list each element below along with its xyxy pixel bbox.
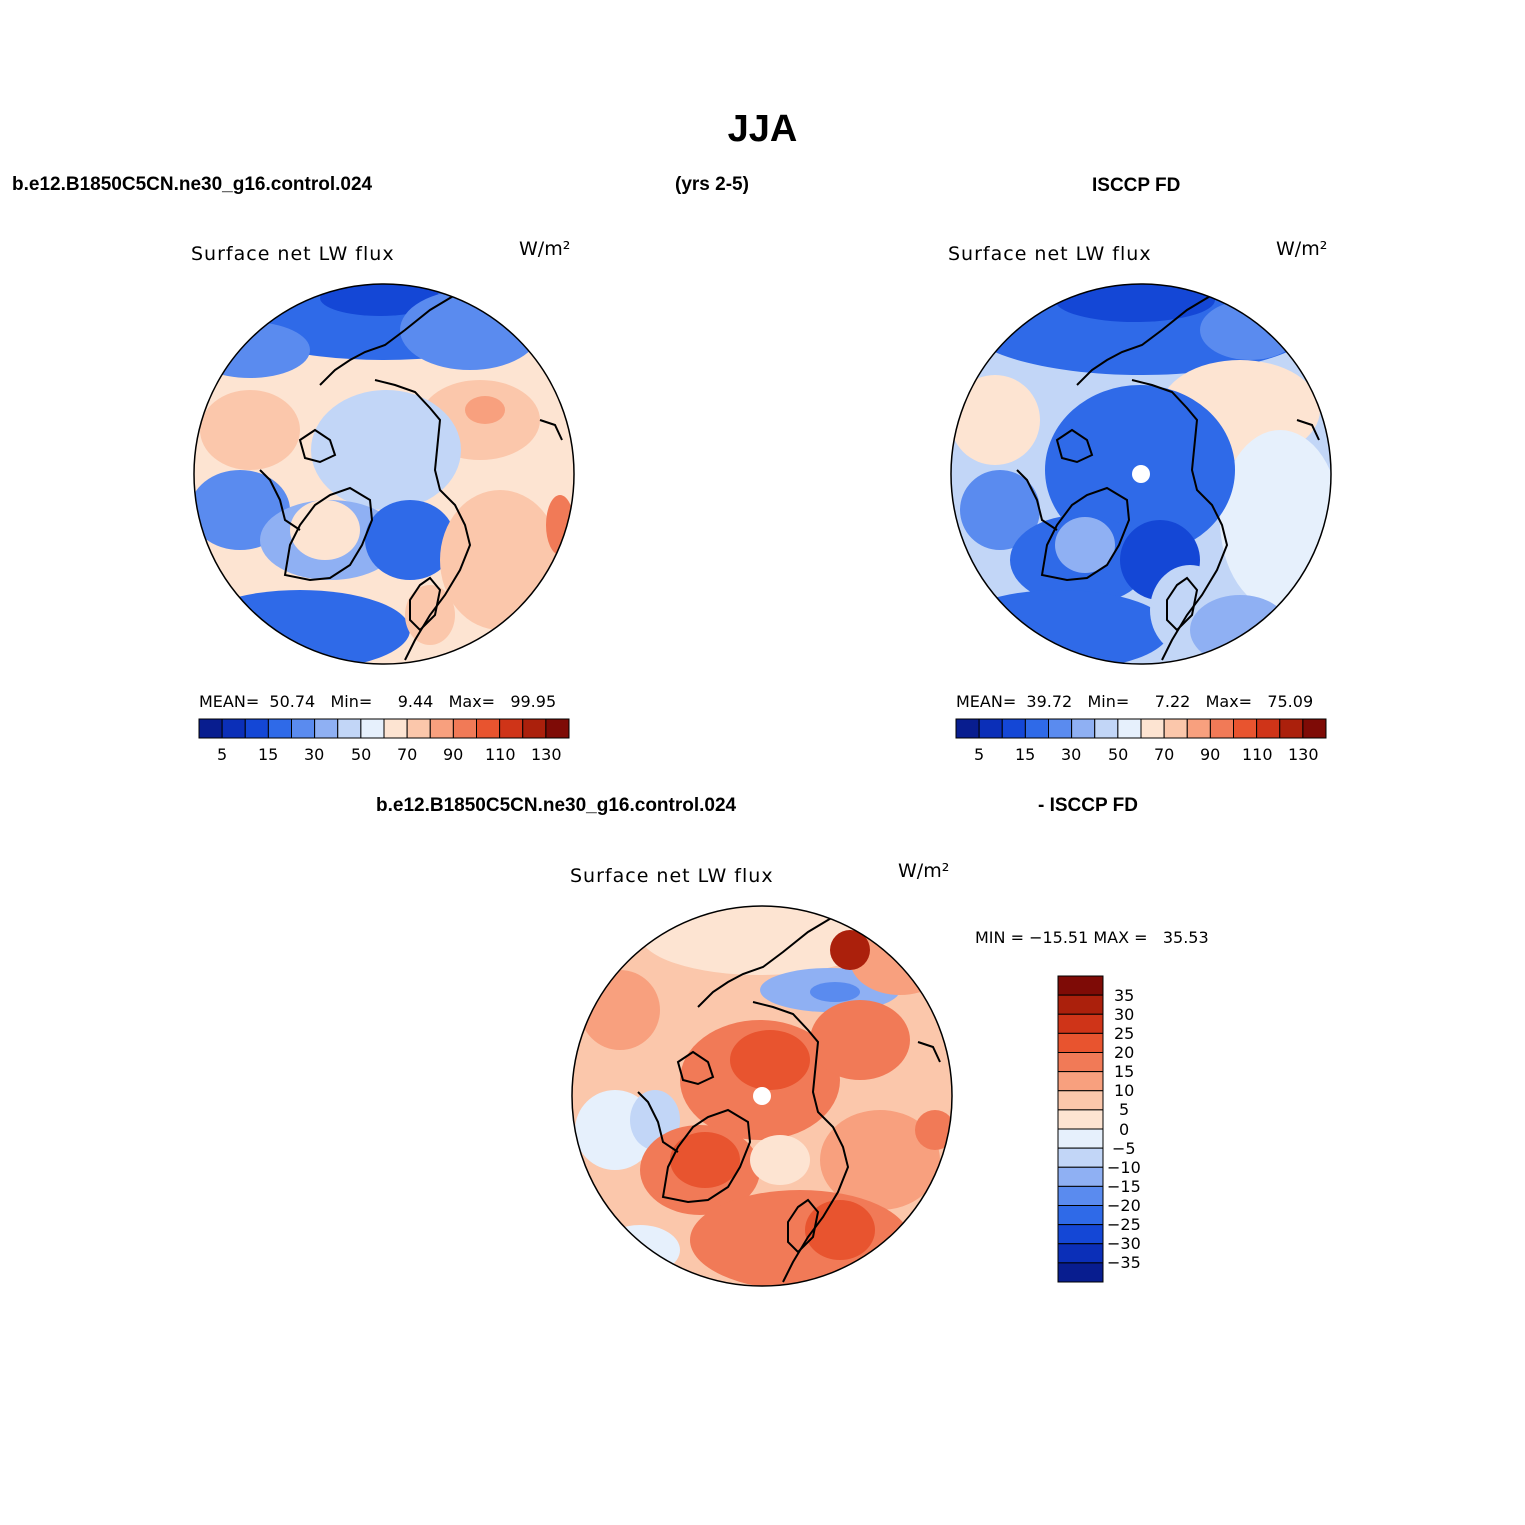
model-colorbar-tick: 15 xyxy=(258,745,279,764)
years-label: (yrs 2-5) xyxy=(675,174,749,195)
obs-colorbar-swatch xyxy=(1279,718,1304,739)
model-colorbar-swatch xyxy=(545,718,570,739)
diff-colorbar-tick: 25 xyxy=(1114,1024,1135,1043)
obs-colorbar-swatch xyxy=(1209,718,1234,739)
diff-colorbar-tick: −5 xyxy=(1112,1139,1136,1158)
model-colorbar-swatch xyxy=(291,718,316,739)
obs-colorbar-swatch xyxy=(1001,718,1026,739)
diff-colorbar-swatch xyxy=(1057,1205,1104,1226)
diff-colorbar-tick: −10 xyxy=(1107,1158,1141,1177)
obs-colorbar-swatch xyxy=(955,718,980,739)
obs-colorbar-swatch xyxy=(1094,718,1119,739)
diff-colorbar-tick: 20 xyxy=(1114,1043,1135,1062)
model-panel-title: Surface net LW flux xyxy=(191,243,395,265)
model-colorbar-tick: 30 xyxy=(304,745,325,764)
obs-colorbar-tick: 15 xyxy=(1015,745,1036,764)
model-colorbar-swatch xyxy=(244,718,269,739)
diff-obs-name: - ISCCP FD xyxy=(1038,795,1138,816)
diff-colorbar-tick: 5 xyxy=(1119,1100,1130,1119)
obs-colorbar-swatch xyxy=(1163,718,1188,739)
obs-colorbar-swatch xyxy=(1048,718,1073,739)
model-colorbar-swatch xyxy=(452,718,477,739)
diff-colorbar-swatch xyxy=(1057,994,1104,1015)
diff-colorbar-swatch xyxy=(1057,1109,1104,1130)
obs-colorbar-swatch xyxy=(1024,718,1049,739)
model-case-name: b.e12.B1850C5CN.ne30_g16.control.024 xyxy=(12,174,373,195)
diff-colorbar-tick: −15 xyxy=(1107,1177,1141,1196)
model-colorbar-swatch xyxy=(476,718,501,739)
obs-colorbar-swatch xyxy=(1140,718,1165,739)
diff-colorbar-swatch xyxy=(1057,1147,1104,1168)
diff-colorbar-swatch xyxy=(1057,1243,1104,1264)
diff-colorbar-swatch xyxy=(1057,1032,1104,1053)
obs-colorbar-tick: 130 xyxy=(1288,745,1319,764)
model-colorbar-tick: 90 xyxy=(443,745,464,764)
obs-colorbar-tick: 5 xyxy=(974,745,985,764)
model-panel-units: W/m² xyxy=(519,238,571,260)
diff-colorbar-swatch xyxy=(1057,975,1104,996)
model-colorbar-swatch xyxy=(198,718,223,739)
diff-colorbar-swatch xyxy=(1057,1224,1104,1245)
obs-colorbar-tick: 30 xyxy=(1061,745,1082,764)
diff-colorbar-swatch xyxy=(1057,1052,1104,1073)
diff-model-name: b.e12.B1850C5CN.ne30_g16.control.024 xyxy=(376,795,737,816)
diff-colorbar-tick: −20 xyxy=(1107,1196,1141,1215)
model-colorbar-tick: 110 xyxy=(485,745,516,764)
model-colorbar-tick: 130 xyxy=(531,745,562,764)
diff-panel-units: W/m² xyxy=(898,860,950,882)
diff-stats: MIN = −15.51 MAX = 35.53 xyxy=(975,928,1209,947)
diff-colorbar-tick: 0 xyxy=(1119,1120,1130,1139)
diff-colorbar-tick: −30 xyxy=(1107,1234,1141,1253)
model-colorbar-tick: 50 xyxy=(351,745,372,764)
diff-colorbar-swatch xyxy=(1057,1013,1104,1034)
model-colorbar-swatch xyxy=(429,718,454,739)
diff-colorbar-swatch xyxy=(1057,1090,1104,1111)
model-colorbar-tick: 70 xyxy=(397,745,418,764)
obs-colorbar-swatch xyxy=(1071,718,1096,739)
diff-colorbar-swatch xyxy=(1057,1262,1104,1283)
diff-colorbar-tick: −25 xyxy=(1107,1215,1141,1234)
model-colorbar-tick: 5 xyxy=(217,745,228,764)
figure-title: JJA xyxy=(727,108,798,150)
model-colorbar-swatch xyxy=(383,718,408,739)
model-colorbar-swatch xyxy=(337,718,362,739)
model-colorbar-swatch xyxy=(314,718,339,739)
model-stats: MEAN= 50.74 Min= 9.44 Max= 99.95 xyxy=(199,692,557,711)
diff-colorbar-tick: −35 xyxy=(1107,1253,1141,1272)
model-colorbar-swatch xyxy=(406,718,431,739)
diff-colorbar-tick: 15 xyxy=(1114,1062,1135,1081)
diff-colorbar-swatch xyxy=(1057,1166,1104,1187)
obs-colorbar-swatch xyxy=(1256,718,1281,739)
obs-colorbar-tick: 110 xyxy=(1242,745,1273,764)
model-colorbar-swatch xyxy=(360,718,385,739)
obs-panel-title: Surface net LW flux xyxy=(948,243,1152,265)
obs-panel-units: W/m² xyxy=(1276,238,1328,260)
obs-colorbar-swatch xyxy=(1233,718,1258,739)
obs-colorbar-tick: 90 xyxy=(1200,745,1221,764)
diff-colorbar-swatch xyxy=(1057,1071,1104,1092)
obs-stats: MEAN= 39.72 Min= 7.22 Max= 75.09 xyxy=(956,692,1314,711)
obs-colorbar-tick: 70 xyxy=(1154,745,1175,764)
model-colorbar-swatch xyxy=(221,718,246,739)
obs-colorbar-tick: 50 xyxy=(1108,745,1129,764)
obs-colorbar-swatch xyxy=(1117,718,1142,739)
obs-colorbar-swatch xyxy=(978,718,1003,739)
model-colorbar-swatch xyxy=(522,718,547,739)
diff-colorbar-tick: 35 xyxy=(1114,986,1135,1005)
diff-colorbar-tick: 10 xyxy=(1114,1081,1135,1100)
diff-colorbar-tick: 30 xyxy=(1114,1005,1135,1024)
obs-colorbar-swatch xyxy=(1302,718,1327,739)
obs-name: ISCCP FD xyxy=(1092,175,1181,196)
diff-panel-title: Surface net LW flux xyxy=(570,865,774,887)
model-colorbar-swatch xyxy=(267,718,292,739)
diff-colorbar-swatch xyxy=(1057,1185,1104,1206)
obs-colorbar-swatch xyxy=(1186,718,1211,739)
diff-colorbar-swatch xyxy=(1057,1128,1104,1149)
model-colorbar-swatch xyxy=(499,718,524,739)
